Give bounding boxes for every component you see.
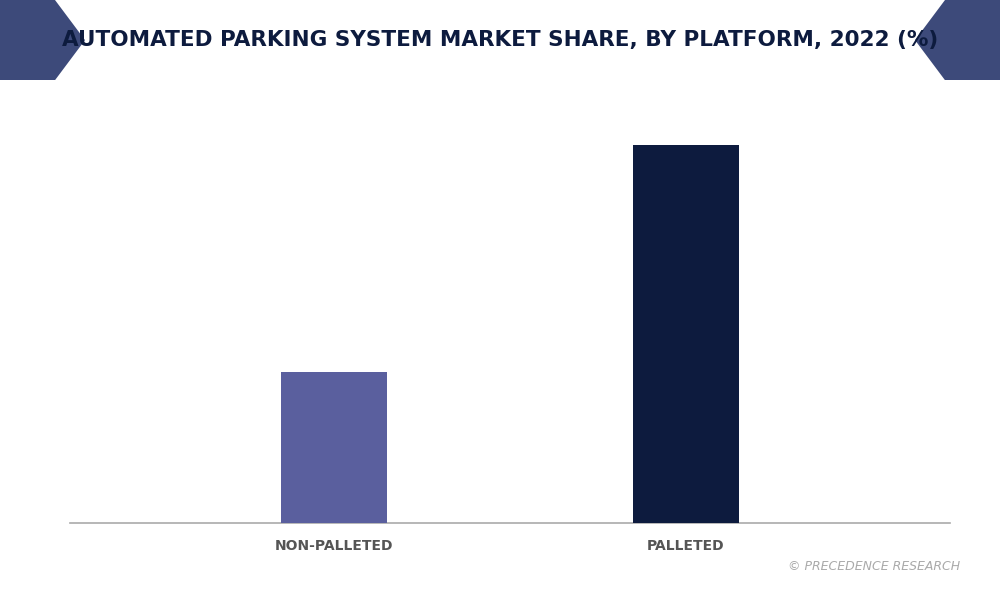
- Bar: [55, 7, 945, 74]
- Text: © PRECEDENCE RESEARCH: © PRECEDENCE RESEARCH: [788, 560, 960, 573]
- Polygon shape: [0, 0, 85, 80]
- Bar: [633, 146, 739, 523]
- Text: AUTOMATED PARKING SYSTEM MARKET SHARE, BY PLATFORM, 2022 (%): AUTOMATED PARKING SYSTEM MARKET SHARE, B…: [62, 30, 938, 50]
- Polygon shape: [915, 0, 1000, 80]
- Bar: [281, 372, 387, 523]
